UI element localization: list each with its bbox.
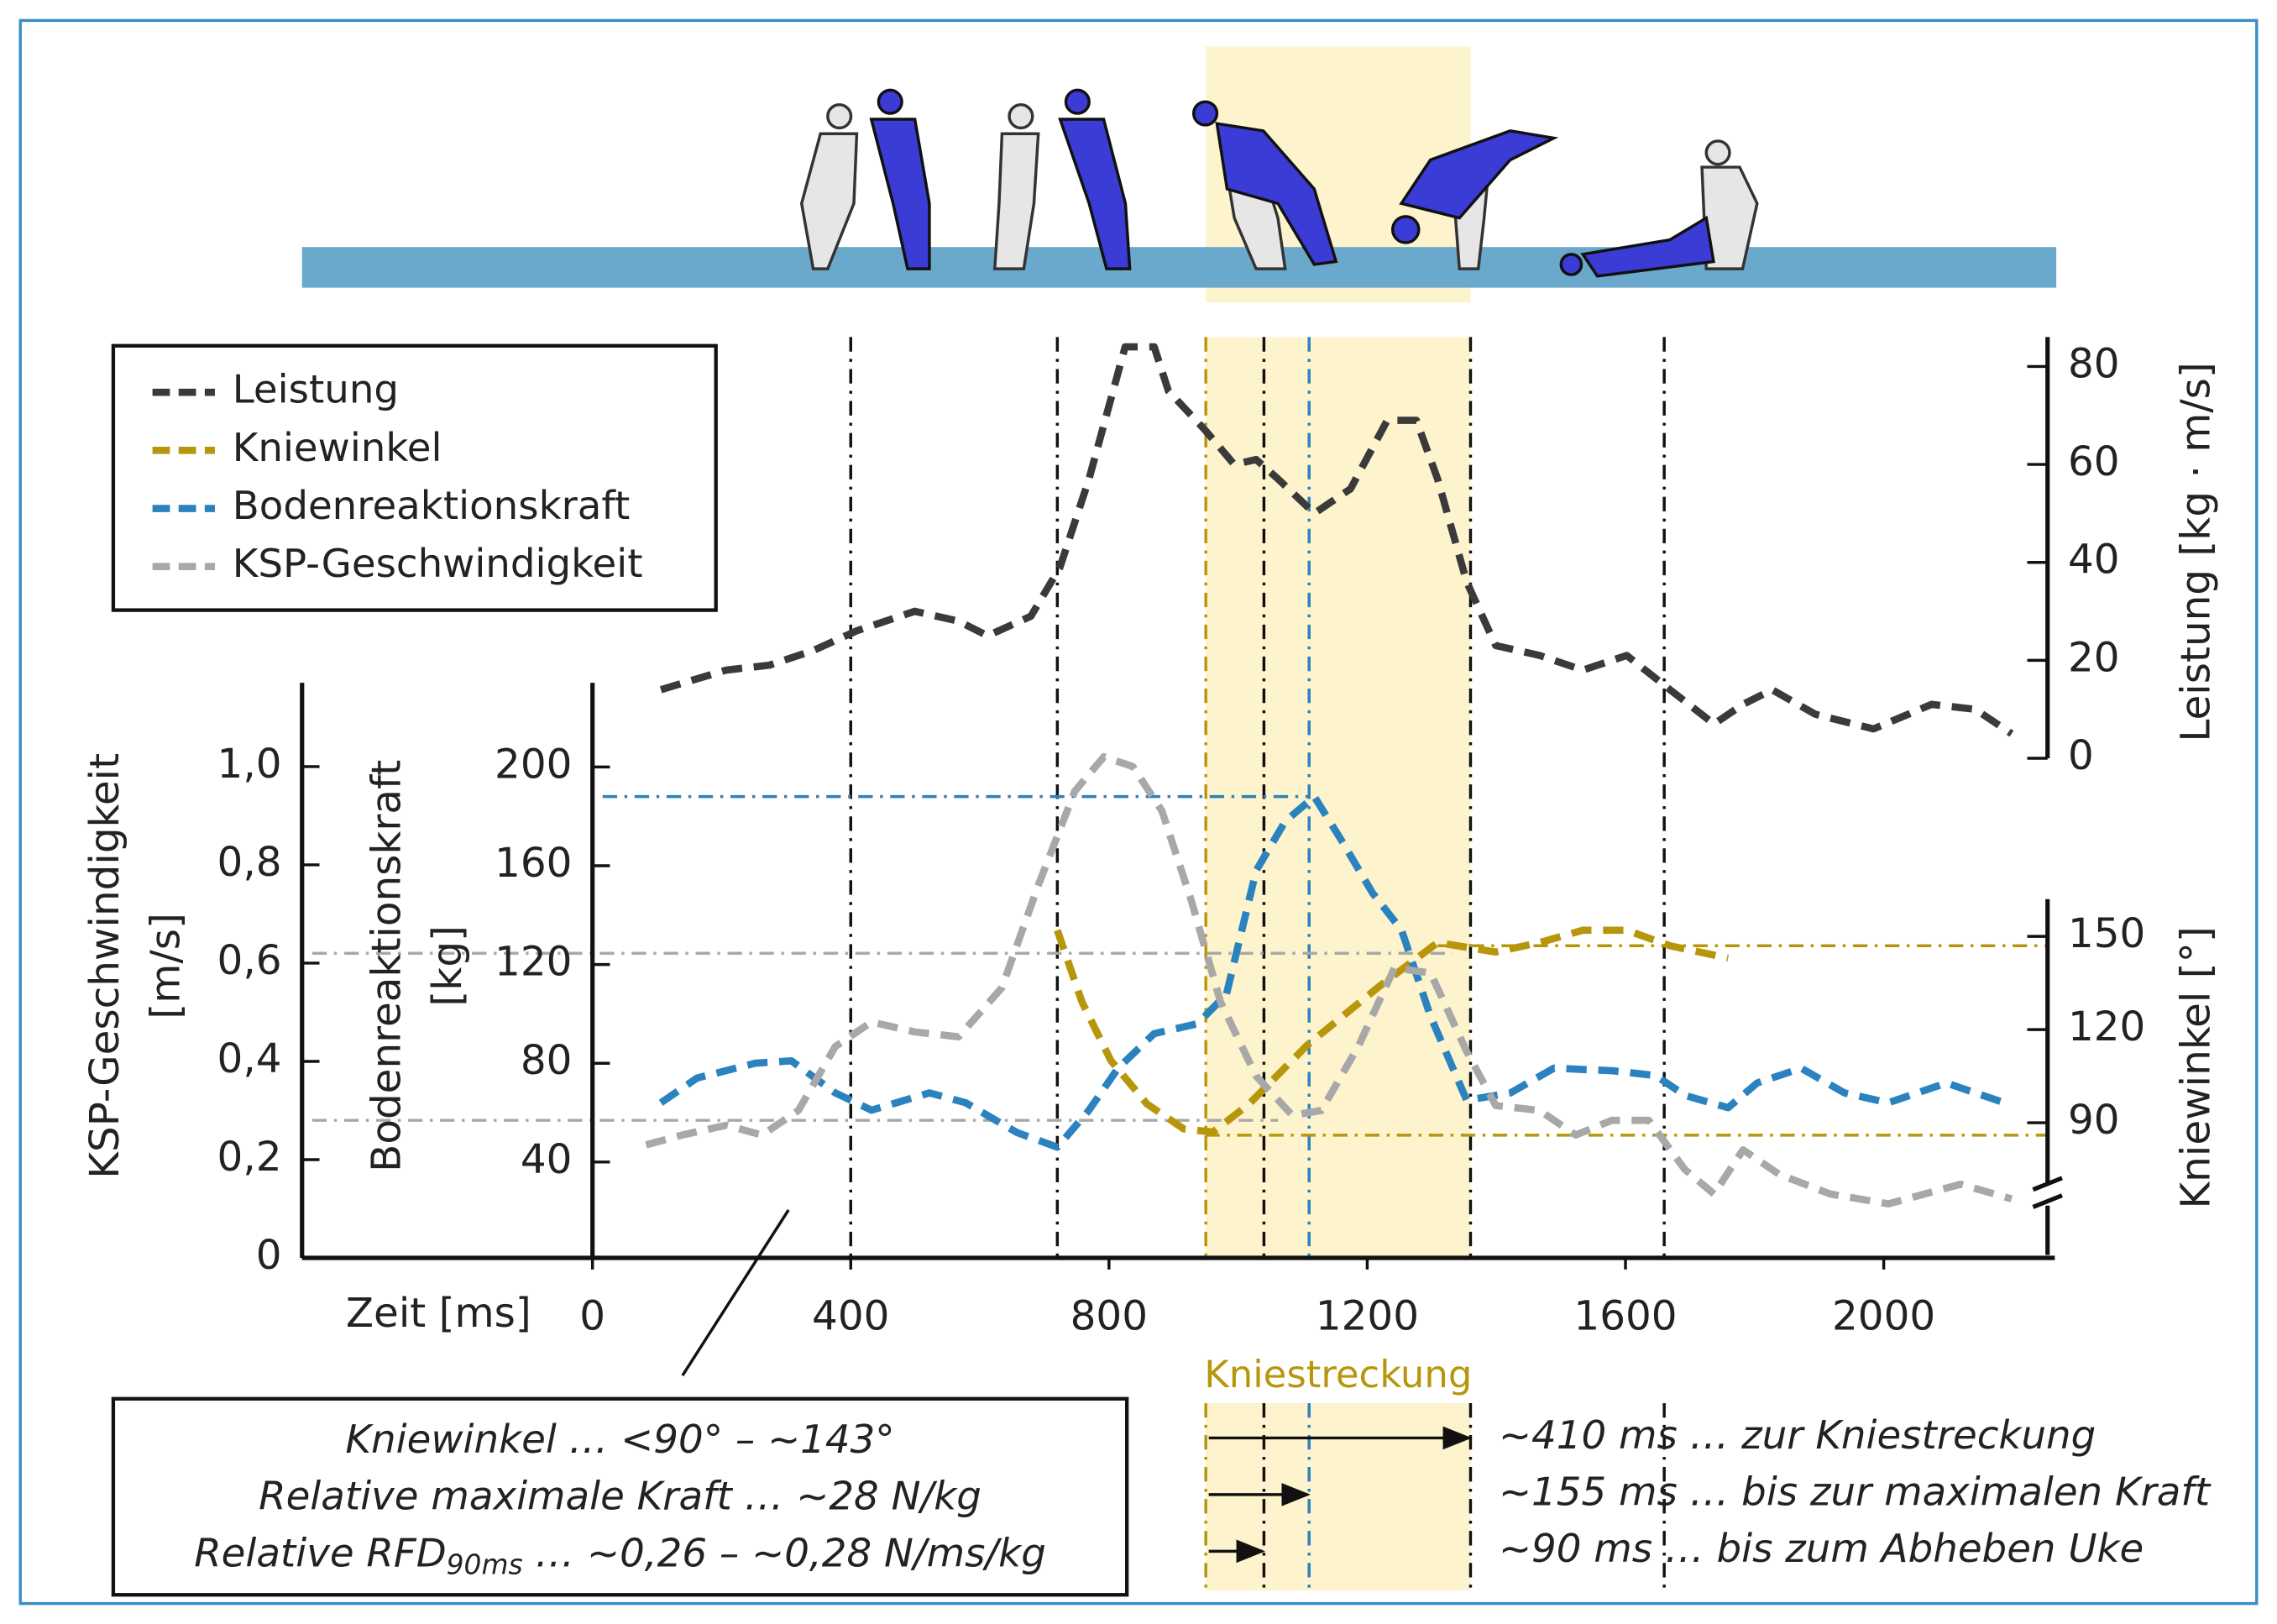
x-tick-label: 800 [1070, 1293, 1148, 1340]
y-axis-label: [kg] [424, 925, 471, 1007]
summary-line: Relative RFD90ms … ~0,26 – ~0,28 N/ms/kg [194, 1531, 1046, 1580]
x-tick-label: 2000 [1832, 1293, 1935, 1340]
timeline-text: ~155 ms … bis zur maximalen Kraft [1499, 1469, 2212, 1515]
y-tick-label: 0 [2068, 732, 2094, 779]
y-tick-label: 160 [495, 840, 572, 887]
legend-label: Kniewinkel [233, 426, 442, 471]
y-tick-label: 80 [521, 1037, 573, 1084]
y-tick-label: 0,6 [217, 937, 282, 984]
x-axis-label: Zeit [ms] [346, 1290, 531, 1337]
y-tick-label: 20 [2068, 634, 2120, 681]
y-tick-label: 150 [2068, 910, 2145, 957]
series-line [658, 793, 2006, 1151]
y-tick-label: 0,2 [217, 1134, 282, 1181]
summary-line: Relative maximale Kraft … ~28 N/kg [259, 1475, 981, 1520]
legend-label: KSP-Geschwindigkeit [233, 542, 643, 587]
mat [301, 247, 2057, 288]
highlight-label: Kniestreckung [1204, 1352, 1472, 1396]
legend-label: Leistung [233, 368, 399, 413]
series-line [1054, 926, 1730, 1136]
y-tick-label: 200 [495, 741, 572, 788]
notes: Kniestreckung Kniewinkel … <90° – ~143° Re… [194, 1352, 2212, 1580]
judo-figures [799, 88, 1759, 278]
y-axis-label: Leistung [kg · m/s] [2173, 362, 2220, 741]
frame [18, 18, 2259, 1606]
y-tick-label: 120 [2068, 1003, 2145, 1050]
y-axis-label: KSP-Geschwindigkeit [81, 753, 128, 1179]
y-tick-label: 60 [2068, 438, 2120, 485]
y-tick-label: 0,4 [217, 1035, 282, 1082]
callout-line [681, 1208, 790, 1377]
axis-break [2032, 1176, 2063, 1192]
y-axis-label: Bodenreaktionskraft [364, 760, 411, 1172]
timeline-text: ~90 ms … bis zum Abheben Uke [1499, 1527, 2144, 1572]
summary-line: Kniewinkel … <90° – ~143° [345, 1417, 894, 1463]
x-tick-label: 1600 [1573, 1293, 1677, 1340]
y-axis-label: [m/s] [143, 913, 190, 1019]
axis-break [2032, 1193, 2063, 1209]
timeline-text: ~410 ms … zur Kniestreckung [1499, 1413, 2096, 1459]
y-tick-label: 120 [495, 939, 572, 986]
y-tick-label: 40 [2068, 537, 2120, 584]
x-tick-label: 1200 [1316, 1293, 1419, 1340]
summary-part: 90ms [447, 1548, 523, 1580]
summary-part: Relative RFD [194, 1531, 446, 1576]
y-tick-label: 0 [256, 1232, 282, 1279]
x-tick-label: 0 [579, 1293, 605, 1340]
y-tick-label: 90 [2068, 1097, 2120, 1144]
y-tick-label: 1,0 [217, 741, 282, 788]
summary-box [111, 1396, 1129, 1597]
y-axis-label: Kniewinkel [°] [2173, 926, 2220, 1208]
x-tick-label: 400 [812, 1293, 889, 1340]
legend: Leistung Kniewinkel Bodenreaktionskraft KSP… [152, 368, 643, 587]
legend-label: Bodenreaktionskraft [233, 484, 631, 529]
y-tick-label: 80 [2068, 340, 2120, 387]
y-tick-label: 40 [521, 1136, 573, 1183]
y-tick-label: 0,8 [217, 839, 282, 886]
summary-part: … ~0,26 – ~0,28 N/ms/kg [523, 1531, 1046, 1576]
highlight-band [1206, 1402, 1471, 1591]
